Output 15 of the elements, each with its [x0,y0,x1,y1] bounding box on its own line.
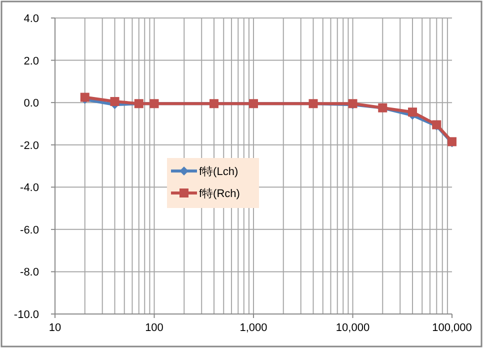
y-tick-label: -6.0 [20,224,39,236]
legend-label: f特(Rch) [199,188,240,200]
y-tick-label: -10.0 [14,309,39,321]
legend-label: f特(Lch) [199,166,238,178]
x-tick-label: 10 [48,322,62,334]
y-tick-label: 2.0 [24,55,39,68]
y-tick-label: 0.0 [24,98,39,110]
x-tick-label: 100 [145,322,164,334]
x-tick-label: 1,000 [240,322,268,334]
y-tick-label: -8.0 [20,266,39,279]
y-tick-label: -2.0 [20,140,39,152]
y-tick-label: 4.0 [24,13,39,25]
y-tick-label: -4.0 [20,182,39,194]
x-tick-label: 100,000 [432,322,472,334]
x-tick-label: 10,000 [336,322,370,334]
